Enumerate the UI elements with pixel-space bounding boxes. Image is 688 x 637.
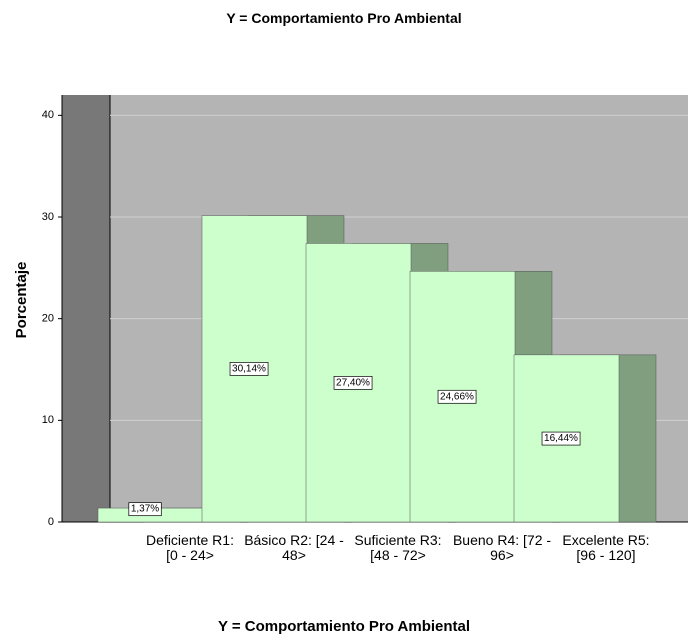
value-label-box	[128, 502, 162, 517]
value-label: 30,14%	[232, 363, 266, 374]
value-label: 27,40%	[336, 377, 370, 388]
x-tick-label: Básico R2: [24 - 48>	[244, 532, 344, 563]
y-tick-label: 20	[42, 313, 54, 325]
x-tick-label: Deficiente R1: [0 - 24>	[146, 532, 234, 563]
x-tick-label: Excelente R5: [96 - 120]	[562, 532, 650, 563]
value-label: 1,37%	[131, 504, 159, 515]
y-axis-title: Porcentaje	[13, 262, 30, 339]
y-tick-label: 0	[48, 516, 54, 528]
side-wall	[62, 95, 110, 522]
value-label: 24,66%	[440, 391, 474, 402]
y-tick-label: 40	[42, 109, 54, 121]
y-tick-label: 10	[42, 414, 54, 426]
value-label: 16,44%	[544, 433, 578, 444]
x-tick-label: Suficiente R3: [48 - 72>	[354, 532, 442, 563]
value-label-box	[333, 376, 373, 390]
value-label-box	[541, 431, 581, 446]
y-tick-label: 30	[42, 211, 54, 223]
chart-title: Y = Comportamiento Pro Ambiental	[226, 10, 462, 26]
x-axis-title: Y = Comportamiento Pro Ambiental	[217, 618, 471, 635]
value-label-box	[229, 362, 269, 376]
x-tick-label: Bueno R4: [72 - 96>	[452, 532, 552, 563]
value-label-box	[437, 389, 477, 404]
